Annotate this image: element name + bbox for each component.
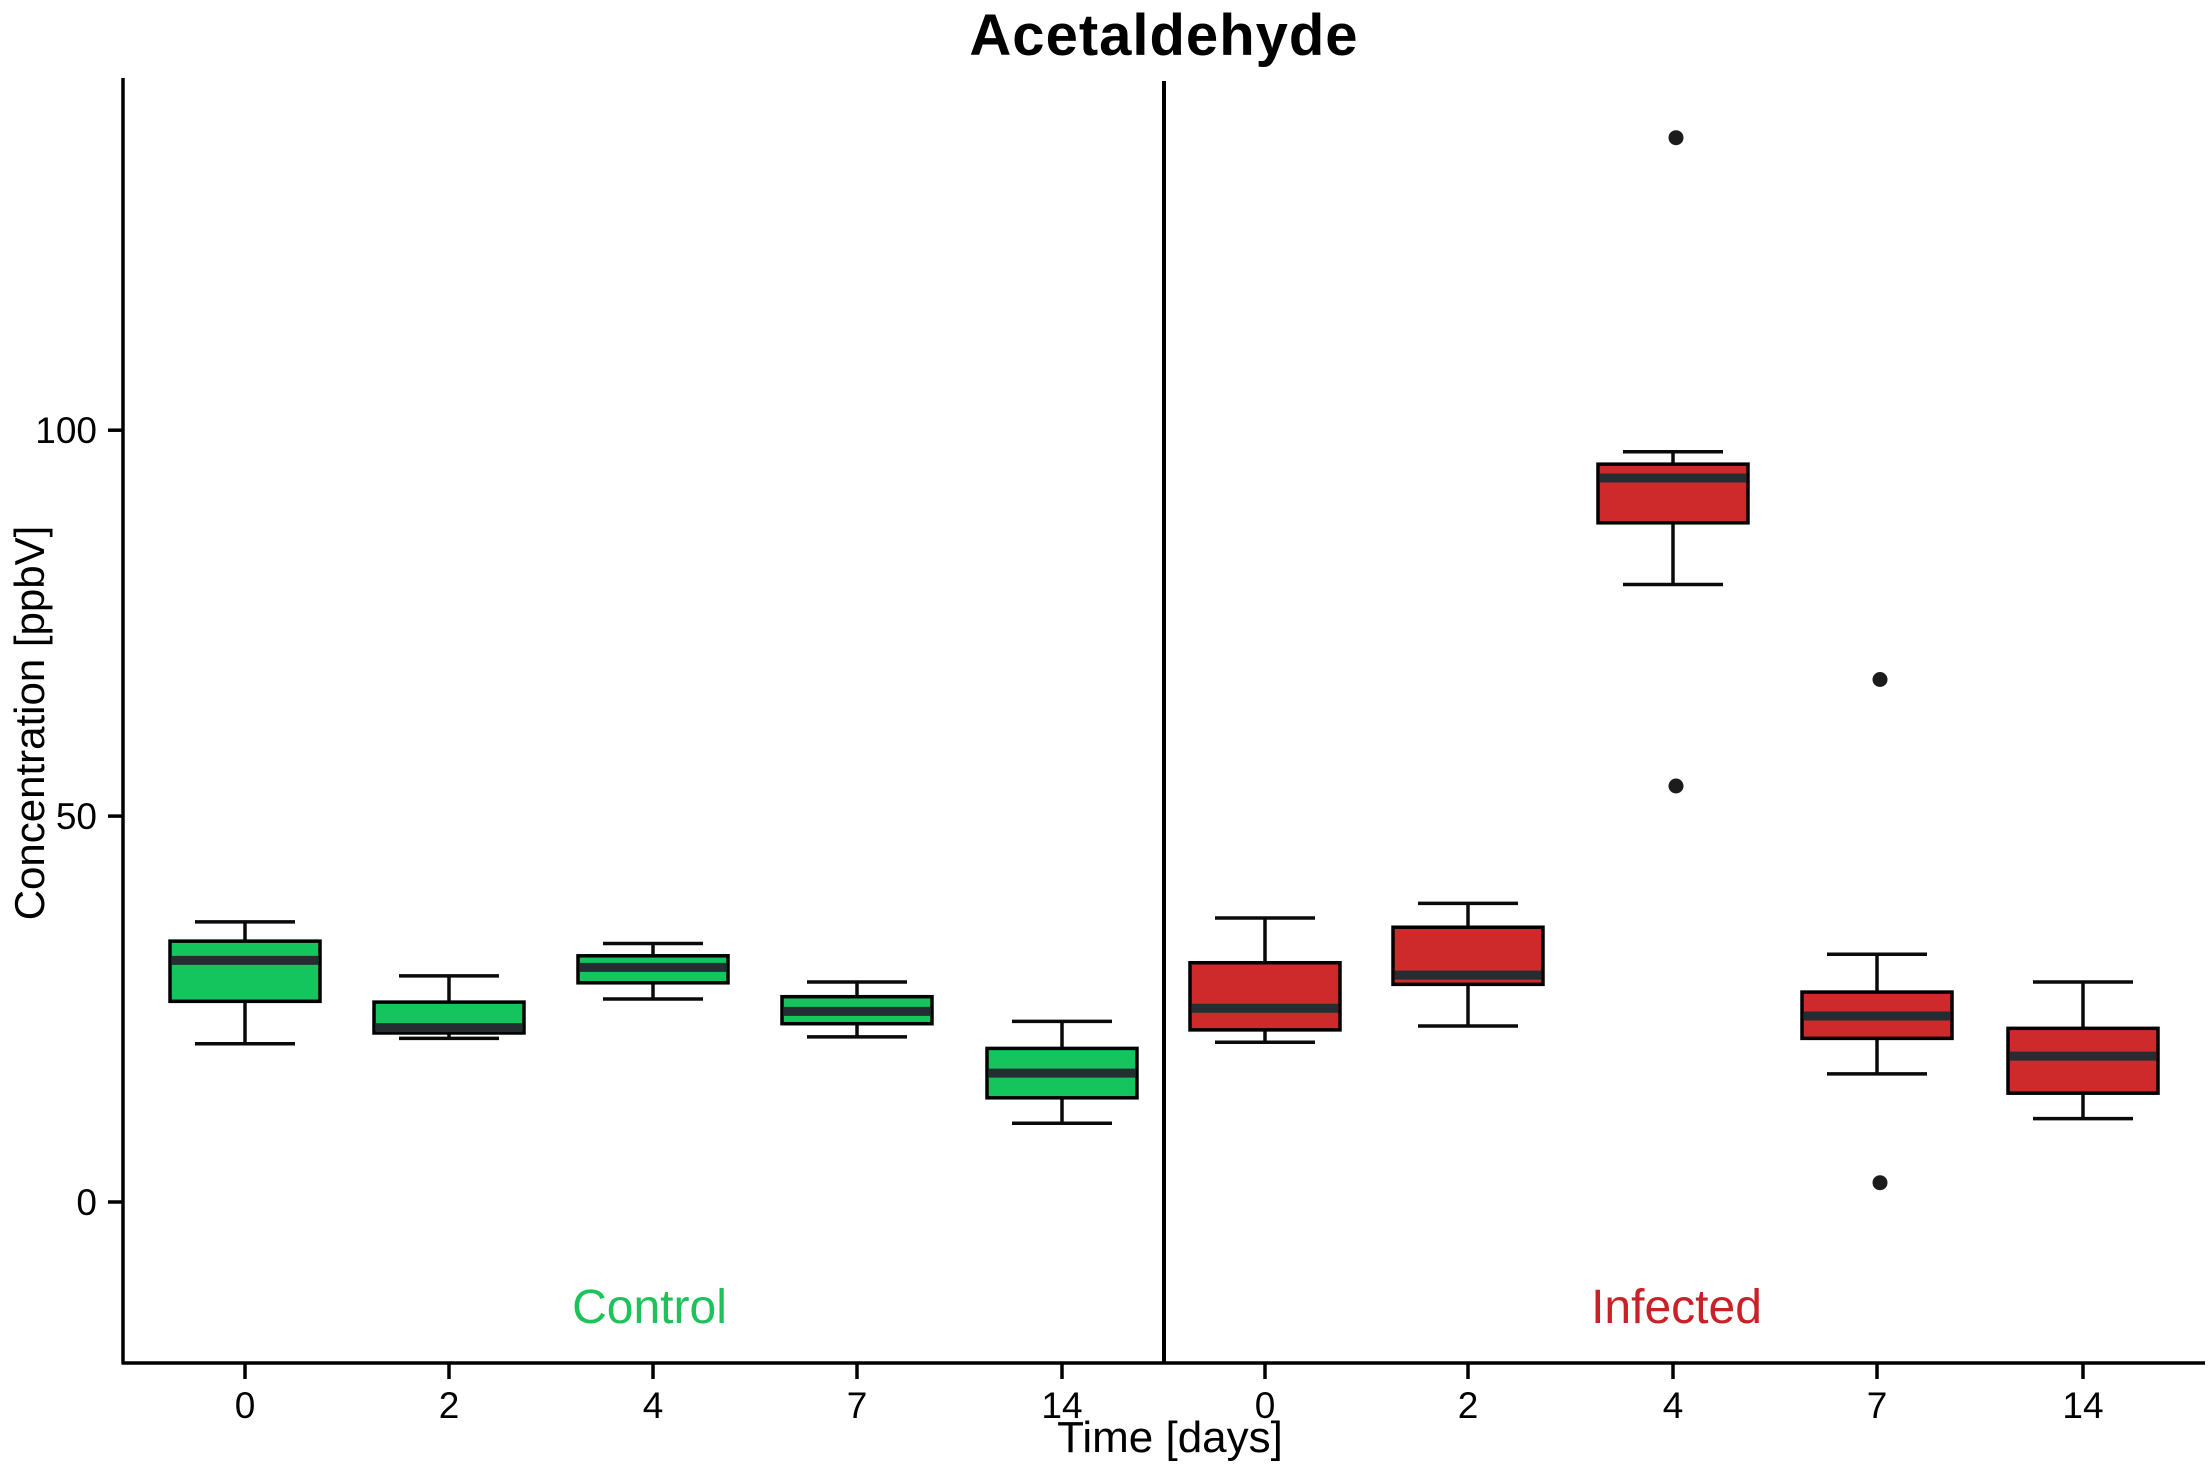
outlier-infected-7-1 xyxy=(1872,1175,1888,1191)
chart-title: Acetaldehyde xyxy=(969,3,1359,68)
panel-label-infected: Infected xyxy=(1591,1281,1762,1334)
outlier-infected-4-0 xyxy=(1668,130,1684,146)
x-axis-title: Time [days] xyxy=(1057,1413,1283,1462)
x-tick-label-control-2: 2 xyxy=(439,1385,460,1426)
box-infected-0 xyxy=(1188,960,1342,1032)
y-tick-label: 0 xyxy=(76,1182,97,1223)
x-tick-label-infected-2: 2 xyxy=(1458,1385,1479,1426)
x-tick-label-control-4: 4 xyxy=(643,1385,664,1426)
outlier-infected-4-1 xyxy=(1668,778,1684,794)
x-tick-label-control-0: 0 xyxy=(235,1385,256,1426)
y-tick-label: 100 xyxy=(35,410,97,451)
x-tick-label-control-14: 14 xyxy=(1041,1385,1082,1426)
panel-label-control: Control xyxy=(572,1281,727,1334)
x-tick-label-infected-0: 0 xyxy=(1255,1385,1276,1426)
y-tick-label: 50 xyxy=(56,796,97,837)
outlier-infected-7-0 xyxy=(1872,671,1888,687)
box-infected-14 xyxy=(2006,1026,2160,1095)
x-tick-label-infected-4: 4 xyxy=(1663,1385,1684,1426)
x-tick-label-infected-7: 7 xyxy=(1867,1385,1888,1426)
x-tick-label-infected-14: 14 xyxy=(2062,1385,2103,1426)
box-infected-4 xyxy=(1596,462,1750,525)
x-tick-label-control-7: 7 xyxy=(847,1385,868,1426)
box-control-0 xyxy=(168,939,322,1004)
